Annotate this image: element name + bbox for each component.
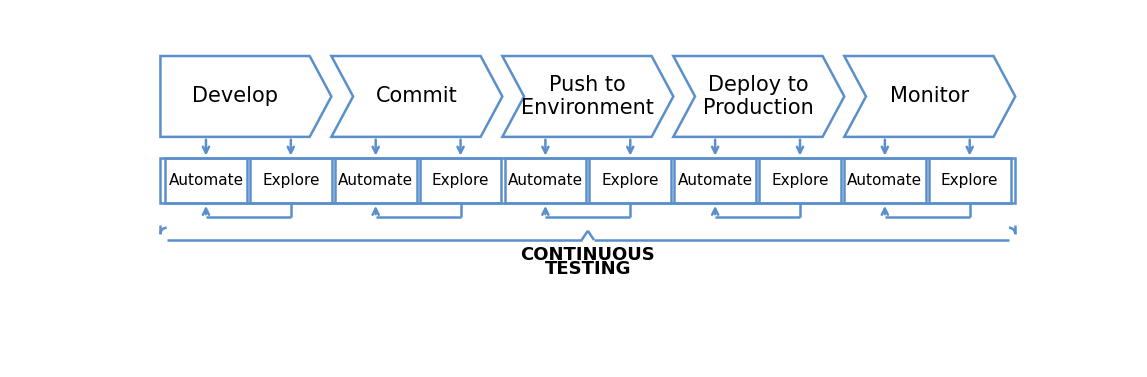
Text: Develop: Develop xyxy=(192,86,278,106)
Bar xyxy=(420,158,501,203)
Text: Monitor: Monitor xyxy=(890,86,969,106)
Text: Automate: Automate xyxy=(678,173,752,188)
Text: Automate: Automate xyxy=(848,173,922,188)
Bar xyxy=(674,158,756,203)
Bar xyxy=(161,158,1015,203)
Bar xyxy=(505,158,586,203)
Text: Explore: Explore xyxy=(601,173,660,188)
Text: Commit: Commit xyxy=(376,86,458,106)
Text: Explore: Explore xyxy=(431,173,490,188)
Text: Explore: Explore xyxy=(941,173,999,188)
Bar xyxy=(335,158,416,203)
Bar xyxy=(929,158,1011,203)
Text: Deploy to
Production: Deploy to Production xyxy=(703,75,814,118)
Text: CONTINUOUS: CONTINUOUS xyxy=(521,246,655,264)
Text: TESTING: TESTING xyxy=(545,260,631,278)
Text: Explore: Explore xyxy=(262,173,320,188)
Bar xyxy=(250,158,331,203)
Text: Explore: Explore xyxy=(771,173,829,188)
Text: Automate: Automate xyxy=(169,173,243,188)
Text: Automate: Automate xyxy=(338,173,413,188)
Text: Push to
Environment: Push to Environment xyxy=(522,75,654,118)
Text: Automate: Automate xyxy=(508,173,583,188)
Bar xyxy=(165,158,247,203)
Bar xyxy=(844,158,926,203)
Bar xyxy=(590,158,671,203)
Bar xyxy=(759,158,841,203)
